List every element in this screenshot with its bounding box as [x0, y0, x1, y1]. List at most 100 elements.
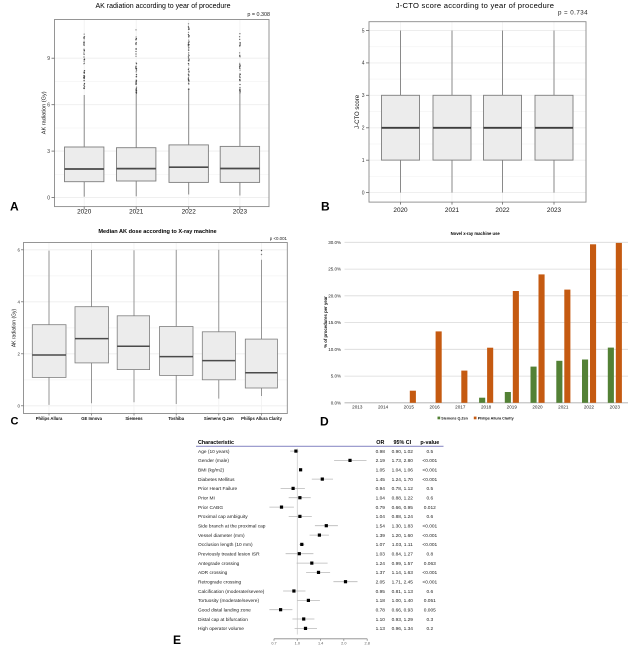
svg-text:Median AK dose according to X-: Median AK dose according to X-ray machin…: [98, 229, 216, 235]
svg-text:Siemens Q.zen: Siemens Q.zen: [204, 416, 234, 421]
svg-text:Toshiba: Toshiba: [168, 416, 184, 421]
svg-text:p = 0.734: p = 0.734: [558, 9, 588, 16]
svg-text:0.88, 1.22: 0.88, 1.22: [392, 496, 414, 502]
svg-text:1.20, 1.60: 1.20, 1.60: [392, 533, 414, 539]
svg-text:Previously treated lesion ISR: Previously treated lesion ISR: [198, 552, 260, 558]
svg-text:AK radiation (Gy): AK radiation (Gy): [12, 308, 18, 347]
svg-text:1: 1: [362, 158, 365, 164]
svg-text:1.0: 1.0: [295, 641, 300, 645]
svg-text:Diabetes Mellitus: Diabetes Mellitus: [198, 477, 235, 483]
svg-text:2.05: 2.05: [376, 580, 386, 586]
svg-text:0.79: 0.79: [376, 505, 386, 511]
svg-text:0.93, 1.29: 0.93, 1.29: [392, 617, 414, 623]
svg-text:0.8: 0.8: [426, 552, 433, 558]
svg-text:0.2: 0.2: [426, 626, 433, 632]
svg-text:Retrograde crossing: Retrograde crossing: [198, 580, 242, 586]
svg-text:1.39: 1.39: [376, 533, 386, 539]
svg-text:J-CTO score: J-CTO score: [355, 94, 361, 129]
svg-text:2023: 2023: [610, 404, 621, 409]
svg-text:0.81, 1.13: 0.81, 1.13: [392, 589, 414, 595]
svg-text:25.0%: 25.0%: [328, 267, 341, 272]
svg-text:Siemens Q.Zen: Siemens Q.Zen: [441, 417, 468, 421]
svg-text:0: 0: [362, 190, 365, 196]
svg-text:Prior Heart Failure: Prior Heart Failure: [198, 486, 238, 492]
svg-text:<0.001: <0.001: [422, 477, 437, 483]
svg-text:0: 0: [47, 195, 50, 201]
svg-text:OR: OR: [376, 440, 384, 446]
svg-text:0.94: 0.94: [376, 486, 386, 492]
svg-text:0.012: 0.012: [424, 505, 436, 511]
svg-text:1.71, 2.45: 1.71, 2.45: [392, 580, 414, 586]
svg-text:0.95: 0.95: [376, 589, 386, 595]
svg-text:<0.001: <0.001: [422, 580, 437, 586]
svg-text:1.03, 1.11: 1.03, 1.11: [392, 542, 413, 548]
svg-text:1.13: 1.13: [376, 626, 386, 632]
svg-text:5.0%: 5.0%: [331, 374, 341, 379]
svg-text:2022: 2022: [584, 404, 595, 409]
svg-text:2: 2: [18, 351, 21, 356]
svg-text:0.7: 0.7: [271, 641, 276, 645]
svg-text:0.66, 0.93: 0.66, 0.93: [392, 608, 414, 614]
svg-text:2021: 2021: [445, 207, 460, 214]
svg-text:A: A: [10, 200, 19, 214]
svg-text:0.051: 0.051: [424, 598, 436, 604]
svg-text:0.063: 0.063: [424, 561, 436, 567]
svg-text:Siemens: Siemens: [125, 416, 143, 421]
svg-text:4: 4: [18, 299, 21, 304]
svg-text:1.4: 1.4: [318, 641, 323, 645]
svg-text:1.18: 1.18: [376, 598, 386, 604]
svg-text:Prior CABG: Prior CABG: [198, 505, 223, 511]
svg-text:p <0.001: p <0.001: [270, 236, 288, 241]
svg-text:p = 0.308: p = 0.308: [247, 12, 270, 18]
svg-text:9: 9: [47, 56, 50, 62]
svg-text:1.00, 1.40: 1.00, 1.40: [392, 598, 414, 604]
svg-text:15.0%: 15.0%: [328, 320, 341, 325]
svg-text:6: 6: [18, 247, 21, 252]
svg-text:1.05: 1.05: [376, 468, 386, 474]
svg-text:1.37: 1.37: [376, 570, 386, 576]
svg-text:Vessel diameter (mm): Vessel diameter (mm): [198, 533, 245, 539]
svg-text:2020: 2020: [77, 208, 92, 215]
svg-text:2015: 2015: [404, 404, 415, 409]
svg-text:2019: 2019: [507, 404, 518, 409]
svg-text:2016: 2016: [429, 404, 440, 409]
svg-text:Characteristic: Characteristic: [198, 440, 234, 446]
svg-text:0.98: 0.98: [376, 449, 386, 455]
svg-text:0.66, 0.95: 0.66, 0.95: [392, 505, 414, 511]
svg-text:<0.001: <0.001: [422, 524, 437, 530]
svg-text:2013: 2013: [352, 404, 363, 409]
svg-text:1.04: 1.04: [376, 514, 386, 520]
svg-text:0.6: 0.6: [426, 514, 433, 520]
svg-text:1.73, 2.80: 1.73, 2.80: [392, 458, 414, 464]
svg-text:3: 3: [362, 93, 365, 99]
svg-text:AK radiation according to year: AK radiation according to year of proced…: [95, 3, 230, 10]
svg-text:Philips Allura Clarity: Philips Allura Clarity: [478, 417, 515, 421]
svg-text:5: 5: [362, 28, 365, 34]
svg-text:Antegrade crossing: Antegrade crossing: [198, 561, 240, 567]
svg-text:10.0%: 10.0%: [328, 347, 341, 352]
svg-text:1.45: 1.45: [376, 477, 386, 483]
svg-text:1.10: 1.10: [376, 617, 386, 623]
svg-text:1.24: 1.24: [376, 561, 386, 567]
svg-text:0: 0: [18, 403, 21, 408]
svg-text:20.0%: 20.0%: [328, 293, 341, 298]
svg-text:Novel x-ray machine use: Novel x-ray machine use: [451, 231, 501, 236]
svg-text:E: E: [173, 633, 181, 647]
svg-text:1.04, 1.06: 1.04, 1.06: [392, 468, 414, 474]
svg-text:2023: 2023: [233, 208, 248, 215]
svg-text:3: 3: [47, 149, 50, 155]
svg-text:2021: 2021: [129, 208, 144, 215]
svg-text:2.0: 2.0: [341, 641, 346, 645]
svg-text:30.0%: 30.0%: [328, 240, 341, 245]
svg-text:0.90, 1.02: 0.90, 1.02: [392, 449, 414, 455]
svg-text:2017: 2017: [455, 404, 466, 409]
svg-text:2.19: 2.19: [376, 458, 386, 464]
svg-text:1.03: 1.03: [376, 552, 386, 558]
svg-text:<0.001: <0.001: [422, 468, 437, 474]
svg-text:0.6: 0.6: [426, 589, 433, 595]
svg-text:0.005: 0.005: [424, 608, 436, 614]
svg-text:2021: 2021: [558, 404, 569, 409]
svg-text:0.88, 1.24: 0.88, 1.24: [392, 514, 414, 520]
svg-text:1.14, 1.63: 1.14, 1.63: [392, 570, 414, 576]
svg-text:2022: 2022: [182, 208, 197, 215]
